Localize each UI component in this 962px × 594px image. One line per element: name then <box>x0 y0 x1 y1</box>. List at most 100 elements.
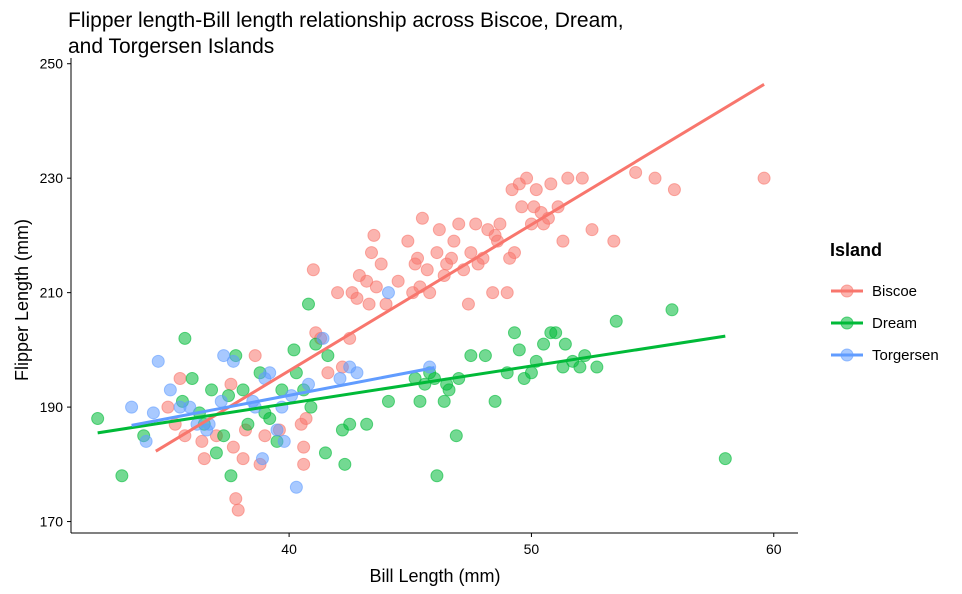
legend-key-torgersen <box>831 348 863 362</box>
point-biscoe <box>297 440 311 454</box>
point-dream <box>241 417 255 431</box>
legend-key-biscoe <box>831 284 863 298</box>
y-tick-label: 250 <box>40 56 64 72</box>
point-biscoe <box>452 217 466 231</box>
point-torgersen <box>316 331 330 345</box>
point-biscoe <box>607 234 621 248</box>
legend-title: Island <box>830 240 883 260</box>
trend-line-torgersen <box>131 366 435 427</box>
point-biscoe <box>369 280 383 294</box>
point-biscoe <box>544 177 558 191</box>
point-biscoe <box>507 246 521 260</box>
point-dream <box>287 343 301 357</box>
point-dream <box>512 343 526 357</box>
point-dream <box>338 457 352 471</box>
legend-label-torgersen: Torgersen <box>872 346 939 364</box>
point-biscoe <box>520 171 534 185</box>
point-dream <box>609 314 623 328</box>
point-biscoe <box>556 234 570 248</box>
point-biscoe <box>374 257 388 271</box>
point-torgersen <box>125 400 139 414</box>
point-dream <box>343 417 357 431</box>
point-biscoe <box>444 251 458 265</box>
point-dream <box>488 394 502 408</box>
point-dream <box>573 360 587 374</box>
point-biscoe <box>500 286 514 300</box>
y-tick-label: 190 <box>40 399 64 415</box>
point-dream <box>549 326 563 340</box>
point-torgersen <box>163 383 177 397</box>
point-biscoe <box>401 234 415 248</box>
point-biscoe <box>306 263 320 277</box>
point-biscoe <box>299 412 313 426</box>
point-torgersen <box>217 349 231 363</box>
point-biscoe <box>411 251 425 265</box>
point-biscoe <box>667 183 681 197</box>
point-biscoe <box>350 291 364 305</box>
point-biscoe <box>364 246 378 260</box>
point-dream <box>381 394 395 408</box>
point-dream <box>718 452 732 466</box>
point-dream <box>507 326 521 340</box>
point-dream <box>115 469 129 483</box>
point-biscoe <box>362 297 376 311</box>
point-biscoe <box>161 400 175 414</box>
point-biscoe <box>575 171 589 185</box>
point-dream <box>91 412 105 426</box>
point-torgersen <box>333 371 347 385</box>
x-axis-title: Bill Length (mm) <box>369 566 500 586</box>
axes: 170 190 210 230 250 40 50 60 <box>40 56 798 557</box>
legend-item-biscoe: Biscoe <box>830 275 939 307</box>
point-torgersen <box>255 452 269 466</box>
point-torgersen <box>263 366 277 380</box>
point-biscoe <box>469 217 483 231</box>
point-biscoe <box>321 366 335 380</box>
point-biscoe <box>420 263 434 277</box>
point-dream <box>304 400 318 414</box>
trend-lines <box>97 83 765 453</box>
point-biscoe <box>432 223 446 237</box>
point-torgersen <box>146 406 160 420</box>
point-biscoe <box>486 286 500 300</box>
point-dream <box>558 337 572 351</box>
legend-item-torgersen: Torgersen <box>830 339 939 371</box>
point-dream <box>360 417 374 431</box>
x-tick-label: 40 <box>281 541 297 557</box>
point-dream <box>437 394 451 408</box>
point-biscoe <box>331 286 345 300</box>
point-biscoe <box>757 171 771 185</box>
point-biscoe <box>226 440 240 454</box>
point-biscoe <box>493 217 507 231</box>
point-dream <box>430 469 444 483</box>
point-biscoe <box>229 492 243 506</box>
y-tick-label: 170 <box>40 514 64 530</box>
point-torgersen <box>301 377 315 391</box>
point-biscoe <box>360 274 374 288</box>
plot-points <box>91 165 771 517</box>
point-torgersen <box>214 394 228 408</box>
legend-label-dream: Dream <box>872 314 918 332</box>
point-dream <box>205 383 219 397</box>
point-biscoe <box>248 349 262 363</box>
legend: Island Biscoe Dream Torgersen <box>830 240 939 371</box>
legend-item-dream: Dream <box>830 307 939 339</box>
point-dream <box>236 383 250 397</box>
point-dream <box>537 337 551 351</box>
point-dream <box>413 394 427 408</box>
point-biscoe <box>515 200 529 214</box>
y-tick-label: 230 <box>40 170 64 186</box>
y-axis-title: Flipper Length (mm) <box>12 219 32 381</box>
point-torgersen <box>270 423 284 437</box>
point-torgersen <box>277 434 291 448</box>
point-dream <box>590 360 604 374</box>
point-biscoe <box>464 246 478 260</box>
point-biscoe <box>197 452 211 466</box>
point-torgersen <box>381 286 395 300</box>
point-dream <box>321 349 335 363</box>
point-biscoe <box>461 297 475 311</box>
point-biscoe <box>231 503 245 517</box>
point-dream <box>442 383 456 397</box>
legend-label-biscoe: Biscoe <box>872 282 918 300</box>
point-torgersen <box>183 400 197 414</box>
